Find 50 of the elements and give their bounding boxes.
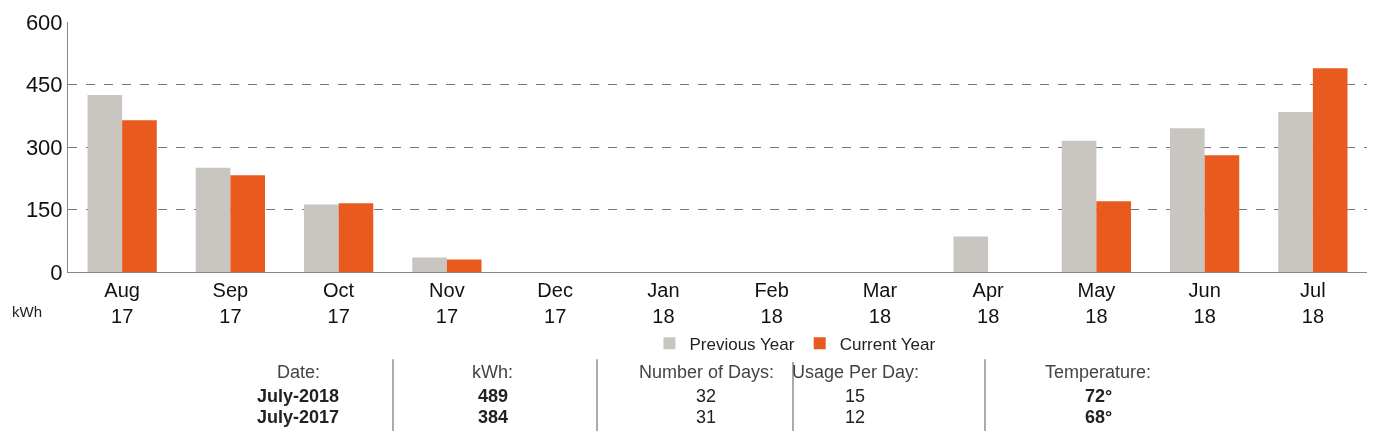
x-tick-label: Mar 18 [862,279,898,327]
text: kWh: [472,362,514,382]
text: 68° [1085,407,1113,427]
bar [87,94,123,272]
y-tick-label: 300 [25,134,63,160]
text: 31 [696,407,717,427]
bar [303,204,339,272]
bar [953,236,989,272]
x-tick-label: Sep 17 [212,279,249,327]
x-tick-label: Apr 18 [972,279,1005,327]
x-tick-label: Dec 17 [537,279,573,327]
x-tick-label: Oct 17 [323,279,355,327]
text: July-2017 [257,407,340,427]
text: 72° [1085,386,1113,406]
bar [1312,68,1348,272]
x-tick-label: May 18 [1077,279,1116,327]
legend-label: Previous Year [689,334,795,354]
y-tick-label: 450 [25,72,63,98]
y-tick-label: 150 [25,197,63,223]
x-tick-label: Aug 17 [104,279,140,327]
text: Date: [277,362,321,382]
bar [338,203,374,272]
bar [122,120,157,272]
y-tick-label: 0 [50,259,63,285]
text: July-2018 [257,386,340,406]
text: 12 [845,407,866,427]
text: Temperature: [1045,362,1152,382]
x-tick-label: Jan 18 [647,279,680,327]
bar [1204,155,1240,272]
text: 384 [478,407,509,427]
text: Usage Per Day: [792,362,920,382]
x-tick-label: Feb 18 [754,279,789,327]
y-tick-label: 600 [25,9,63,35]
bar [412,257,447,272]
bar [195,167,231,272]
y-axis-title: kWh [12,303,42,320]
text: 489 [478,386,509,406]
legend-label: Current Year [839,334,936,354]
bar [1096,201,1132,272]
bar [1169,128,1205,272]
x-tick-label: Jun 18 [1188,279,1221,327]
text: Number of Days: [639,362,775,382]
x-tick-label: Jul 18 [1300,279,1326,327]
text: 15 [845,386,866,406]
bar [446,259,482,272]
bar [1278,112,1313,272]
bar [1061,140,1097,272]
x-tick-label: Nov 17 [429,279,465,327]
text: 32 [696,386,717,406]
bar [230,175,266,272]
